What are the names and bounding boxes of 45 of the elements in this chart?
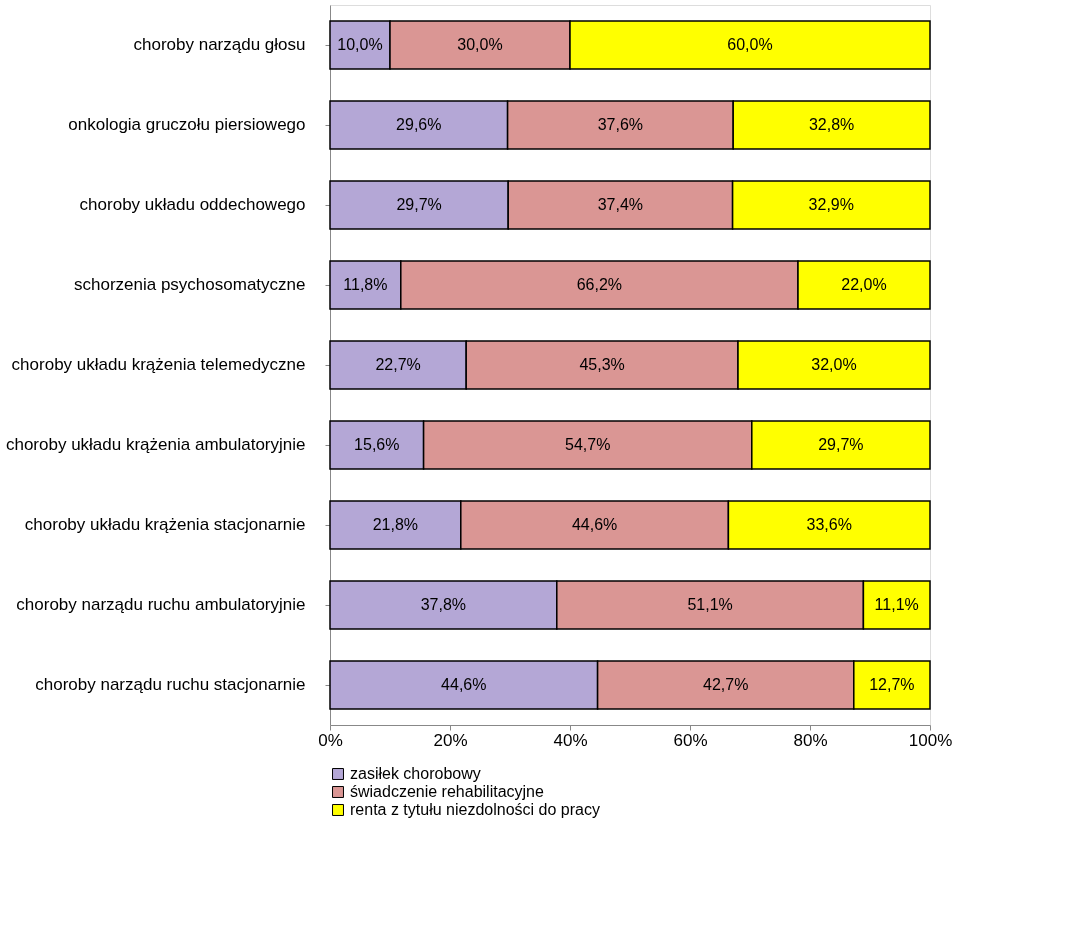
data-label: 22,0%	[841, 276, 887, 293]
data-label: 32,9%	[808, 196, 854, 213]
data-label: 33,6%	[806, 516, 852, 533]
x-tick-label: 100%	[908, 730, 953, 750]
legend-label: świadczenie rehabilitacyjne	[350, 783, 544, 800]
x-tick-label: 0%	[318, 730, 343, 750]
x-tick-label: 60%	[673, 730, 708, 750]
data-label: 30,0%	[457, 36, 503, 53]
y-tick-label: onkologia gruczołu piersiowego	[68, 115, 306, 134]
y-tick-label: choroby narządu ruchu stacjonarnie	[35, 675, 306, 694]
x-tick-label: 40%	[553, 730, 588, 750]
data-label: 54,7%	[565, 436, 611, 453]
data-label: 32,8%	[808, 116, 855, 133]
data-label: 29,7%	[396, 196, 442, 213]
legend-label: zasiłek chorobowy	[350, 765, 481, 782]
data-label: 21,8%	[372, 516, 419, 533]
legend-label: renta z tytułu niezdolności do pracy	[350, 801, 600, 818]
data-label: 32,0%	[811, 356, 857, 373]
y-tick-label: schorzenia psychosomatyczne	[73, 275, 306, 294]
y-tick-label: choroby układu krążenia stacjonarnie	[24, 515, 306, 534]
data-label: 11,1%	[874, 596, 919, 613]
data-label: 37,8%	[420, 596, 467, 613]
data-label: 51,1%	[687, 596, 733, 613]
x-tick-label: 80%	[793, 730, 828, 750]
data-label: 60,0%	[727, 36, 773, 53]
data-label: 37,4%	[597, 196, 644, 213]
y-tick-label: choroby układu krążenia ambulatoryjnie	[5, 435, 306, 454]
data-label: 12,7%	[869, 676, 915, 693]
data-label: 15,6%	[354, 436, 400, 453]
y-tick-label: choroby układu krążenia telemedyczne	[11, 355, 306, 374]
y-tick-label: choroby narządu głosu	[133, 35, 306, 54]
data-label: 29,6%	[396, 116, 442, 133]
y-tick-label: choroby narządu ruchu ambulatoryjnie	[16, 595, 306, 614]
data-label: 22,7%	[375, 356, 421, 373]
y-tick-label: choroby układu oddechowego	[79, 195, 306, 214]
data-label: 45,3%	[579, 356, 625, 373]
data-label: 11,8%	[343, 276, 388, 293]
data-label: 44,6%	[571, 516, 618, 533]
data-label: 44,6%	[441, 676, 487, 693]
data-label: 42,7%	[703, 676, 749, 693]
data-label: 37,6%	[597, 116, 644, 133]
data-label: 10,0%	[337, 36, 383, 53]
x-tick-label: 20%	[433, 730, 468, 750]
data-label: 66,2%	[576, 276, 623, 293]
data-label: 29,7%	[818, 436, 864, 453]
